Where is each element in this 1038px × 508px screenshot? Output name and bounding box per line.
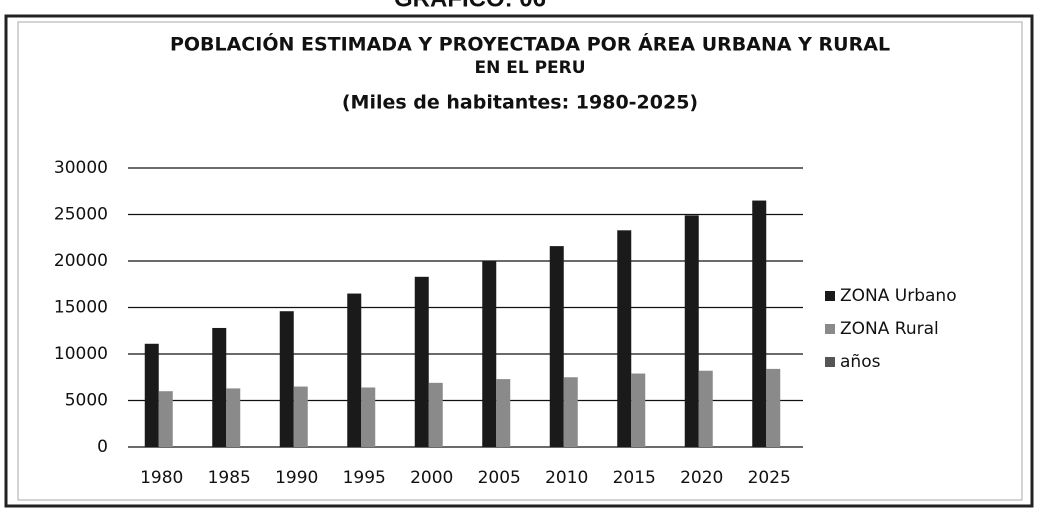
bar [766, 368, 781, 447]
y-tick-label: 5000 [65, 391, 108, 411]
legend-label: ZONA Urbano [840, 286, 957, 306]
legend-swatch [825, 357, 835, 367]
chart-title: EN EL PERU [474, 58, 585, 78]
legend-swatch [825, 291, 835, 301]
bar [414, 276, 429, 447]
x-tick-label: 1980 [140, 468, 183, 488]
bar [496, 379, 511, 447]
y-tick-label: 0 [97, 437, 108, 457]
x-tick-label: 1990 [275, 468, 318, 488]
bar [293, 386, 308, 447]
x-tick-label: 2025 [748, 468, 791, 488]
bar [347, 293, 362, 447]
x-tick-label: 2000 [410, 468, 453, 488]
bar [549, 246, 564, 447]
header: GRAFICO: 06 [394, 0, 546, 12]
bar [361, 387, 376, 447]
y-tick-label: 25000 [54, 205, 108, 225]
bar [698, 370, 713, 447]
x-tick-label: 1995 [343, 468, 386, 488]
x-tick-label: 1985 [208, 468, 251, 488]
chart-area [17, 21, 1023, 501]
bar [158, 391, 173, 447]
legend-label: años [840, 352, 881, 372]
y-tick-label: 10000 [54, 344, 108, 364]
chart-title: POBLACIÓN ESTIMADA Y PROYECTADA POR ÁREA… [170, 32, 890, 56]
y-tick-label: 20000 [54, 251, 108, 271]
bar [563, 377, 578, 447]
y-tick-label: 30000 [54, 158, 108, 178]
chart-subtitle: (Miles de habitantes: 1980-2025) [342, 92, 698, 114]
y-tick-label: 15000 [54, 298, 108, 318]
legend-swatch [825, 324, 835, 334]
x-tick-label: 2020 [680, 468, 723, 488]
bar [482, 261, 497, 447]
x-tick-label: 2015 [613, 468, 656, 488]
bar [752, 200, 767, 447]
bar [428, 382, 443, 447]
bar [631, 373, 646, 447]
bar [684, 215, 699, 447]
bar [617, 230, 632, 447]
bar [226, 388, 241, 447]
legend-label: ZONA Rural [840, 319, 939, 339]
x-tick-label: 2005 [478, 468, 521, 488]
frame [4, 14, 1034, 508]
bar [212, 327, 227, 447]
bar [144, 343, 159, 447]
bar [279, 311, 294, 447]
x-tick-label: 2010 [545, 468, 588, 488]
